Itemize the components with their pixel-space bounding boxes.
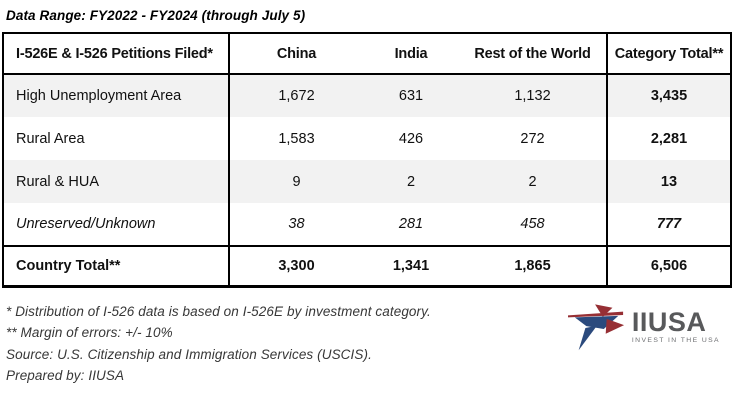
footnote-margin-of-error: ** Margin of errors: +/- 10% [6,325,173,340]
column-header-category: I-526E & I-526 Petitions Filed* [3,33,230,75]
table-row: Rural Area 1,583 426 272 2,281 [3,117,731,160]
iiusa-tagline: INVEST IN THE USA [631,336,720,344]
column-header-rest-of-world: Rest of the World [459,33,607,75]
row-label: Rural Area [3,117,230,160]
footer: * Distribution of I-526 data is based on… [6,301,724,387]
table-row: Rural & HUA 9 2 2 13 [3,160,731,203]
table-row: Unreserved/Unknown 38 281 458 777 [3,203,731,246]
row-label: Rural & HUA [3,160,230,203]
cell-value: 1,132 [459,74,607,117]
cell-value: 9 [229,160,363,203]
footnotes: * Distribution of I-526 data is based on… [6,301,431,387]
cell-value: 1,583 [278,130,315,147]
table-header-row: I-526E & I-526 Petitions Filed* China In… [3,33,731,75]
cell-value: 1,865 [459,245,607,286]
table-total-row: Country Total** 3,300 1,341 1,865 6,506 [3,245,731,286]
iiusa-star-icon [567,303,624,350]
cell-value: 426 [398,130,424,147]
cell-value: 38 [288,216,305,232]
cell-value-total: 777 [606,203,731,246]
row-label: Unreserved/Unknown [3,203,230,246]
cell-value-total: 2,281 [606,117,731,160]
cell-value-total: 3,435 [606,74,731,117]
cell-value-total: 13 [606,160,731,203]
cell-value-total: 6,506 [606,245,731,286]
iiusa-logo-text: IIUSA INVEST IN THE USA [631,306,720,344]
petitions-table: I-526E & I-526 Petitions Filed* China In… [2,32,732,288]
footnote-prepared-by: Prepared by: IIUSA [6,368,125,383]
cell-value: 281 [398,216,424,232]
footnote-source: Source: U.S. Citizenship and Immigration… [6,346,372,362]
column-header-india: India [363,33,459,75]
footnote-distribution: * Distribution of I-526 data is based on… [6,303,431,319]
cell-value: 2 [363,160,459,203]
iiusa-logo: IIUSA INVEST IN THE USA [567,303,720,353]
cell-value: 2 [459,160,607,203]
column-header-china: China [229,33,363,75]
cell-value: 3,300 [229,245,363,286]
table-row: High Unemployment Area 1,672 631 1,132 3… [3,74,731,117]
cell-value: 1,341 [363,245,459,286]
iiusa-wordmark: IIUSA [631,306,707,337]
cell-value: 272 [520,130,545,147]
column-header-category-total: Category Total** [606,33,731,75]
cell-value: 631 [363,74,459,117]
cell-value: 1,672 [229,74,363,117]
row-label-country-total: Country Total** [3,245,230,286]
data-range-title: Data Range: FY2022 - FY2024 (through Jul… [6,8,306,23]
row-label: High Unemployment Area [3,74,230,117]
cell-value: 458 [520,216,545,232]
